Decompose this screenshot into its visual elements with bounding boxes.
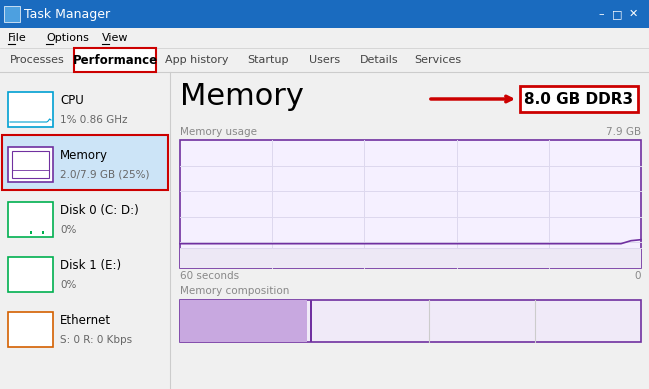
Bar [42,231,44,234]
Text: Memory: Memory [60,149,108,162]
Bar [180,300,307,342]
Text: Processes: Processes [10,55,64,65]
Text: 60 seconds: 60 seconds [180,271,239,281]
Text: View: View [102,33,129,43]
Bar [12,151,49,178]
Bar [31,231,32,234]
Text: 0: 0 [635,271,641,281]
Text: Memory composition: Memory composition [180,286,289,296]
Bar [8,202,53,237]
Text: Memory: Memory [180,82,304,111]
Text: Ethernet: Ethernet [60,314,111,327]
Text: 7.9 GB: 7.9 GB [606,127,641,137]
Text: Users: Users [310,55,341,65]
Text: Memory usage: Memory usage [180,127,257,137]
Text: Startup: Startup [247,55,289,65]
Bar [8,92,53,127]
Text: ✕: ✕ [628,9,638,19]
Bar [0,28,649,48]
Text: 1% 0.86 GHz: 1% 0.86 GHz [60,115,127,124]
Text: Disk 0 (C: D:): Disk 0 (C: D:) [60,204,139,217]
Text: Task Manager: Task Manager [24,7,110,21]
Text: File: File [8,33,27,43]
Text: 2.0/7.9 GB (25%): 2.0/7.9 GB (25%) [60,170,149,180]
Bar [310,300,312,342]
Bar [180,140,641,268]
Bar [8,257,53,292]
Bar [2,135,168,190]
Bar [8,312,53,347]
Text: Performance: Performance [73,54,158,67]
Text: Options: Options [46,33,89,43]
Bar [0,48,649,72]
Text: CPU: CPU [60,94,84,107]
Bar [520,86,638,112]
Text: S: 0 R: 0 Kbps: S: 0 R: 0 Kbps [60,335,132,345]
Bar [8,147,53,182]
Text: App history: App history [165,55,228,65]
Bar [0,0,649,28]
Bar [180,300,641,342]
Text: □: □ [612,9,622,19]
Text: 0%: 0% [60,280,77,289]
Bar [4,6,20,22]
Text: Services: Services [415,55,461,65]
Text: –: – [598,9,604,19]
Text: Disk 1 (E:): Disk 1 (E:) [60,259,121,272]
Text: Details: Details [360,55,398,65]
Text: 8.0 GB DDR3: 8.0 GB DDR3 [524,91,633,107]
Text: 0%: 0% [60,224,77,235]
Bar [180,247,641,268]
Bar [0,72,170,389]
Bar [74,48,156,72]
